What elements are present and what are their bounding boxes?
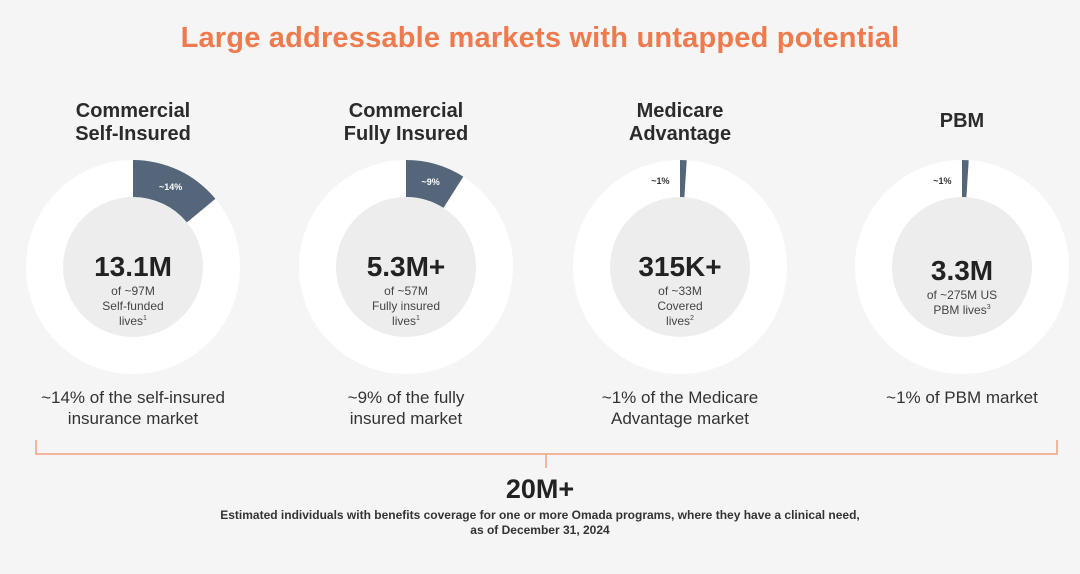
segment-caption-line: insurance market: [67, 409, 199, 428]
segment-detail-line: Self-funded: [63, 299, 203, 314]
segment-detail-text: Self-funded: [102, 298, 164, 313]
donut-center: [63, 197, 203, 337]
segment-1: Commercial Self-Insured ~14% 13.1M of ~97M Se…: [3, 0, 263, 440]
segment-caption-line: ~1% of PBM market: [886, 388, 1038, 407]
segment-detail-line: of ~33M: [610, 284, 750, 299]
total-bracket: [35, 440, 1058, 468]
donut-center-text: 315K+ of ~33M Covered lives2: [610, 250, 750, 329]
segment-title-line: Medicare: [636, 100, 724, 122]
segment-title-line: Self-Insured: [75, 123, 191, 145]
segment-caption: ~14% of the self-insured insurance market: [0, 387, 273, 429]
segment-detail-text: Fully insured: [371, 298, 441, 313]
segment-title-line: Advantage: [628, 123, 732, 145]
segment-detail-text: lives: [392, 313, 417, 328]
segment-title: Commercial Fully Insured: [276, 100, 536, 146]
footnote-marker: 3: [986, 304, 991, 311]
segment-detail-line: lives1: [336, 314, 476, 329]
segment-caption-line: ~9% of the fully: [347, 388, 465, 407]
page-title: Large addressable markets with untapped …: [180, 22, 900, 54]
donut-slice: [962, 160, 969, 198]
segment-detail-text: of ~97M: [111, 283, 155, 298]
segment-caption: ~1% of the Medicare Advantage market: [540, 387, 820, 429]
segment-detail-text: of ~57M: [384, 283, 428, 298]
segment-value: 3.3M: [930, 255, 994, 286]
segment-detail-line: of ~97M: [63, 284, 203, 299]
segment-detail-text: of ~33M: [658, 283, 702, 298]
footnote-marker: 2: [690, 314, 694, 322]
segment-title-line: Fully Insured: [343, 123, 469, 145]
segment-detail-line: lives1: [63, 314, 203, 329]
segment-caption-line: ~14% of the self-insured: [41, 388, 225, 407]
segment-detail-text: PBM lives: [933, 303, 987, 317]
donut-chart: ~1%: [855, 160, 1069, 374]
donut-center-text: 3.3M of ~275M US PBM lives3: [892, 256, 1032, 318]
donut-slice: [133, 160, 216, 223]
segment-detail-line: of ~57M: [336, 284, 476, 299]
segment-detail: of ~275M US PBM lives3: [892, 288, 1032, 318]
segment-value: 13.1M: [94, 250, 172, 282]
segment-title: Commercial Self-Insured: [3, 100, 263, 146]
donut-center-text: 5.3M+ of ~57M Fully insured lives1: [336, 250, 476, 329]
segment-title: Medicare Advantage: [550, 100, 810, 146]
segment-caption: ~1% of PBM market: [822, 387, 1080, 408]
footnote-marker: 1: [416, 314, 420, 322]
segment-detail-line: lives2: [610, 314, 750, 329]
segment-detail-line: of ~275M US: [892, 288, 1032, 303]
donut-slice: [680, 160, 687, 198]
total-description-line: as of December 31, 2024: [470, 523, 610, 537]
segment-caption-line: Advantage market: [611, 409, 749, 428]
donut-center: [336, 197, 476, 337]
total-description-line: Estimated individuals with benefits cove…: [220, 508, 860, 522]
segment-title-line: Commercial: [348, 100, 464, 122]
donut-slice: [406, 160, 464, 208]
segment-detail-line: Fully insured: [336, 299, 476, 314]
segment-title-line: PBM: [939, 110, 985, 132]
segment-value: 315K+: [638, 250, 722, 282]
segment-caption-line: ~1% of the Medicare: [601, 388, 759, 407]
segment-value: 5.3M+: [366, 250, 446, 282]
slice-label: ~1%: [933, 176, 951, 186]
segment-detail-text: of ~275M US: [926, 288, 998, 302]
bracket-line: [35, 440, 1058, 455]
segment-title-line: Commercial: [75, 100, 191, 122]
segment-detail-line: PBM lives3: [892, 303, 1032, 318]
segment-detail: of ~33M Covered lives2: [610, 284, 750, 329]
segment-title: PBM: [832, 110, 1080, 133]
slice-label: ~14%: [159, 182, 182, 192]
segment-caption-line: insured market: [349, 409, 463, 428]
donut-chart: ~1%: [573, 160, 787, 374]
segment-2: Commercial Fully Insured ~9% 5.3M+ of ~57M Fu…: [276, 0, 536, 440]
slice-label: ~9%: [422, 177, 440, 187]
slice-label: ~1%: [651, 176, 669, 186]
segment-detail-text: lives: [666, 313, 691, 328]
donut-center: [610, 197, 750, 337]
segment-4: PBM ~1% 3.3M of ~275M US PBM lives3 ~1% of PB…: [832, 0, 1080, 440]
donut-chart: ~9%: [299, 160, 513, 374]
segment-3: Medicare Advantage ~1% 315K+ of ~33M Covered l…: [550, 0, 810, 440]
segment-detail: of ~97M Self-funded lives1: [63, 284, 203, 329]
segment-detail-line: Covered: [610, 299, 750, 314]
segment-detail-text: Covered: [657, 298, 703, 313]
footnote-marker: 1: [143, 314, 147, 322]
donut-center: [892, 197, 1032, 337]
donut-center-text: 13.1M of ~97M Self-funded lives1: [63, 250, 203, 329]
donut-chart: ~14%: [26, 160, 240, 374]
segment-detail: of ~57M Fully insured lives1: [336, 284, 476, 329]
segment-detail-text: lives: [119, 313, 144, 328]
segment-caption: ~9% of the fully insured market: [266, 387, 546, 429]
total-description: Estimated individuals with benefits cove…: [160, 508, 920, 538]
total-value: 20M+: [505, 474, 575, 504]
